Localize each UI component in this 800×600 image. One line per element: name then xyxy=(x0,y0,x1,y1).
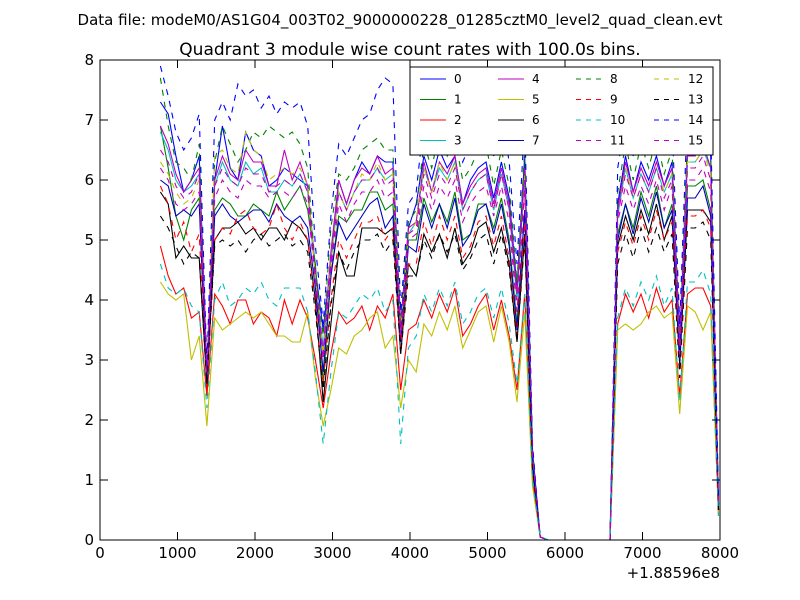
legend-label-12: 12 xyxy=(688,72,703,86)
legend-label-1: 1 xyxy=(454,93,462,107)
x-offset-label: +1.88596e8 xyxy=(627,564,720,582)
tick-layer: 0 1000 2000 3000 4000 5000 6000 7000 80000123456… xyxy=(84,51,739,562)
legend-label-14: 14 xyxy=(688,113,703,127)
y-tick-label: 1 xyxy=(84,471,94,489)
x-tick-label: 3000 xyxy=(313,544,351,562)
legend-label-11: 11 xyxy=(610,134,625,148)
series-line-10 xyxy=(159,263,720,541)
y-tick-label: 6 xyxy=(84,171,94,189)
x-tick-label: 7000 xyxy=(623,544,661,562)
y-tick-label: 3 xyxy=(84,351,94,369)
legend-label-8: 8 xyxy=(610,72,618,86)
series-line-11 xyxy=(159,166,720,541)
series-line-4 xyxy=(159,125,720,541)
legend-label-2: 2 xyxy=(454,113,462,127)
x-tick-label: 2000 xyxy=(236,544,274,562)
x-tick-label: 6000 xyxy=(546,544,584,562)
x-tick-label: 0 xyxy=(95,544,105,562)
legend-label-7: 7 xyxy=(532,134,540,148)
figure-suptitle: Data file: modeM0/AS1G04_003T02_90000002… xyxy=(78,11,723,30)
legend-label-13: 13 xyxy=(688,93,703,107)
legend-label-9: 9 xyxy=(610,93,618,107)
y-tick-label: 5 xyxy=(84,231,94,249)
series-line-15 xyxy=(159,149,720,541)
y-tick-label: 8 xyxy=(84,51,94,69)
legend-box xyxy=(409,66,714,156)
legend-label-4: 4 xyxy=(532,72,540,86)
legend-label-6: 6 xyxy=(532,113,540,127)
x-tick-label: 1000 xyxy=(158,544,196,562)
x-tick-label: 8000 xyxy=(701,544,739,562)
x-tick-label: 5000 xyxy=(468,544,506,562)
y-tick-label: 2 xyxy=(84,411,94,429)
legend-label-0: 0 xyxy=(454,72,462,86)
series-line-5 xyxy=(159,281,720,541)
series-line-12 xyxy=(159,130,720,541)
series-line-7 xyxy=(160,179,720,541)
chart-title: Quadrant 3 module wise count rates with … xyxy=(179,40,640,60)
y-tick-label: 7 xyxy=(84,111,94,129)
legend-label-5: 5 xyxy=(532,93,540,107)
legend-label-3: 3 xyxy=(454,134,462,148)
series-line-6 xyxy=(159,191,720,541)
y-tick-label: 0 xyxy=(84,531,94,549)
legend-label-10: 10 xyxy=(610,113,625,127)
series-line-13 xyxy=(159,215,720,541)
legend-label-15: 15 xyxy=(688,134,703,148)
y-tick-label: 4 xyxy=(84,291,94,309)
series-line-2 xyxy=(159,245,720,541)
x-tick-label: 4000 xyxy=(391,544,429,562)
series-line-9 xyxy=(159,185,720,541)
